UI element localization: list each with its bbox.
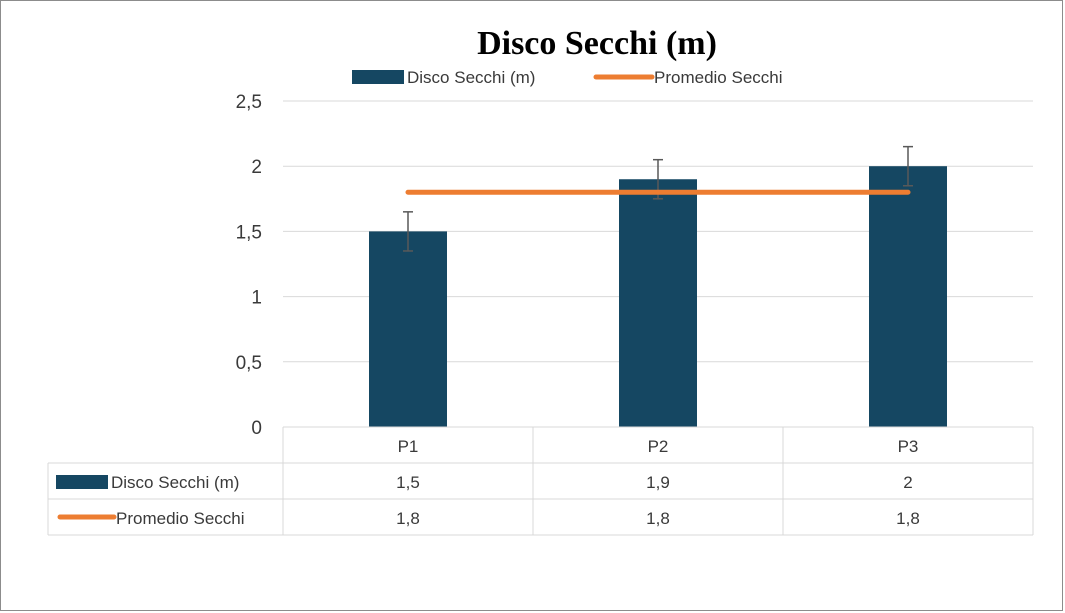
data-table: P1 P2 P3 Disco Secchi (m) Promedio Secchi 1,5… (47, 426, 1034, 536)
y-tick-label: 2,5 (236, 92, 262, 113)
table-cell: 2 (903, 473, 912, 492)
y-tick-label: 0,5 (236, 353, 262, 374)
bar-p1 (369, 231, 447, 427)
legend: Disco Secchi (m) Promedio Secchi (352, 68, 783, 87)
bar-p2 (619, 179, 697, 427)
table-cell: 1,8 (396, 509, 420, 528)
y-tick-label: 1,5 (236, 222, 262, 243)
table-cell: 1,8 (646, 509, 670, 528)
chart-title: Disco Secchi (m) (477, 25, 717, 62)
y-tick-label: 1 (251, 288, 262, 309)
table-cell: 1,5 (396, 473, 420, 492)
table-cell: 1,9 (646, 473, 670, 492)
table-cell: 1,8 (896, 509, 920, 528)
y-tick-label: 2 (251, 157, 262, 178)
y-tick-label: 0 (251, 418, 262, 439)
x-tick-label-p3: P3 (898, 437, 919, 456)
x-tick-label-p2: P2 (648, 437, 669, 456)
bar-p3 (869, 166, 947, 427)
table-row-label-promedio-secchi: Promedio Secchi (116, 509, 245, 528)
table-row-label-disco-secchi: Disco Secchi (m) (111, 473, 239, 492)
bar-layer (369, 166, 947, 427)
legend-label-disco-secchi: Disco Secchi (m) (407, 68, 535, 87)
legend-swatch-disco-secchi (352, 70, 404, 84)
x-tick-label-p1: P1 (398, 437, 419, 456)
table-key-disco-secchi (56, 475, 108, 489)
legend-label-promedio-secchi: Promedio Secchi (654, 68, 783, 87)
y-axis-ticks: 0 0,5 1 1,5 2 2,5 (236, 92, 262, 439)
